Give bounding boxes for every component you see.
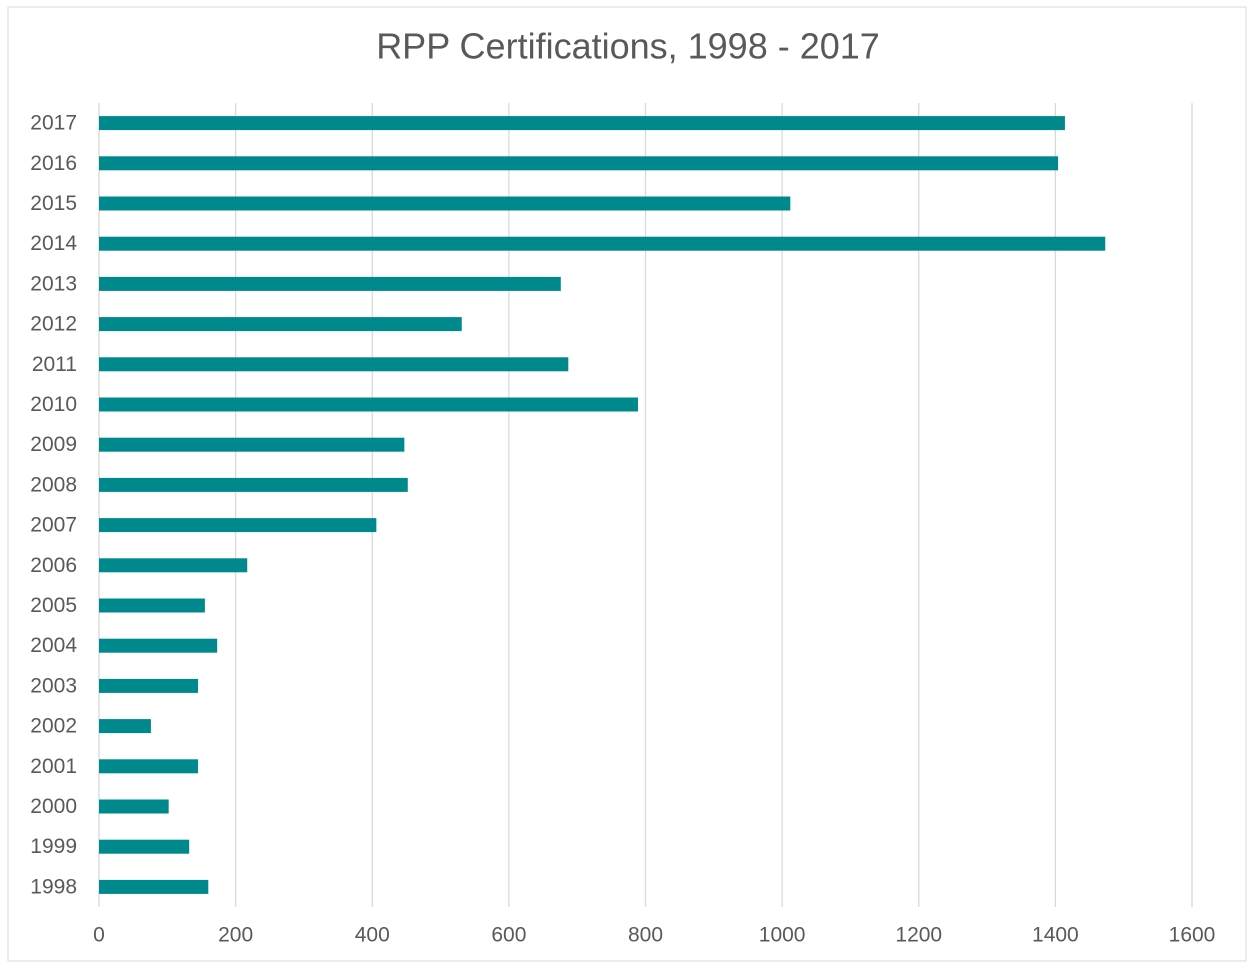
y-tick-label: 2009: [30, 433, 77, 456]
bar: [99, 397, 638, 412]
y-tick-label: 2016: [30, 152, 77, 175]
bar: [99, 879, 209, 894]
y-tick-label: 2011: [32, 353, 77, 376]
bar: [99, 719, 151, 734]
y-tick-label: 2002: [30, 715, 77, 738]
y-tick-label: 2017: [30, 112, 77, 135]
y-tick-label: 2001: [30, 755, 77, 778]
x-tick-label: 800: [628, 924, 663, 947]
y-tick-label: 2015: [30, 192, 77, 215]
x-tick-label: 0: [93, 924, 105, 947]
y-tick-label: 2005: [30, 594, 77, 617]
x-tick-label: 200: [218, 924, 253, 947]
bar: [99, 276, 561, 291]
bar: [99, 598, 205, 613]
y-tick-label: 1999: [30, 835, 77, 858]
y-tick-label: 2004: [30, 634, 77, 657]
bar: [99, 357, 569, 372]
bar: [99, 437, 405, 452]
bar: [99, 477, 408, 492]
x-tick-label: 1200: [895, 924, 942, 947]
bar: [99, 638, 218, 653]
bar: [99, 558, 248, 573]
x-tick-label: 1400: [1032, 924, 1079, 947]
y-tick-label: 2008: [30, 473, 77, 496]
x-tick-label: 1600: [1169, 924, 1216, 947]
bar: [99, 196, 791, 211]
bar: [99, 678, 199, 693]
y-tick-label: 2010: [30, 393, 77, 416]
bar: [99, 799, 169, 814]
y-tick-label: 2014: [30, 232, 77, 255]
chart-title: RPP Certifications, 1998 - 2017: [376, 26, 880, 67]
bar: [99, 116, 1065, 131]
bar: [99, 759, 199, 774]
bar: [99, 839, 190, 854]
y-tick-label: 2012: [30, 313, 77, 336]
x-tick-label: 1000: [759, 924, 806, 947]
y-tick-label: 1998: [30, 875, 77, 898]
y-tick-label: 2003: [30, 674, 77, 697]
bar: [99, 317, 462, 332]
y-tick-label: 2006: [30, 554, 77, 577]
x-tick-label: 400: [355, 924, 390, 947]
y-tick-label: 2007: [30, 514, 77, 537]
bar: [99, 156, 1059, 171]
y-tick-label: 2013: [30, 272, 77, 295]
bar: [99, 518, 377, 533]
x-tick-label: 600: [491, 924, 526, 947]
y-tick-label: 2000: [30, 795, 77, 818]
bar: [99, 236, 1106, 251]
